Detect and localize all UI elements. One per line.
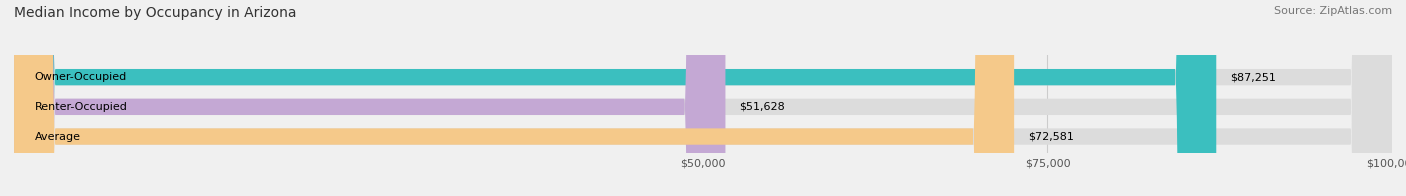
FancyBboxPatch shape: [14, 0, 1392, 196]
Text: Average: Average: [35, 132, 80, 142]
FancyBboxPatch shape: [14, 0, 1392, 196]
Text: $51,628: $51,628: [740, 102, 785, 112]
Text: $87,251: $87,251: [1230, 72, 1275, 82]
Text: Owner-Occupied: Owner-Occupied: [35, 72, 127, 82]
FancyBboxPatch shape: [14, 0, 725, 196]
Text: Source: ZipAtlas.com: Source: ZipAtlas.com: [1274, 6, 1392, 16]
Text: Renter-Occupied: Renter-Occupied: [35, 102, 128, 112]
FancyBboxPatch shape: [14, 0, 1216, 196]
FancyBboxPatch shape: [14, 0, 1392, 196]
FancyBboxPatch shape: [14, 0, 1014, 196]
Text: Median Income by Occupancy in Arizona: Median Income by Occupancy in Arizona: [14, 6, 297, 20]
Text: $72,581: $72,581: [1028, 132, 1074, 142]
